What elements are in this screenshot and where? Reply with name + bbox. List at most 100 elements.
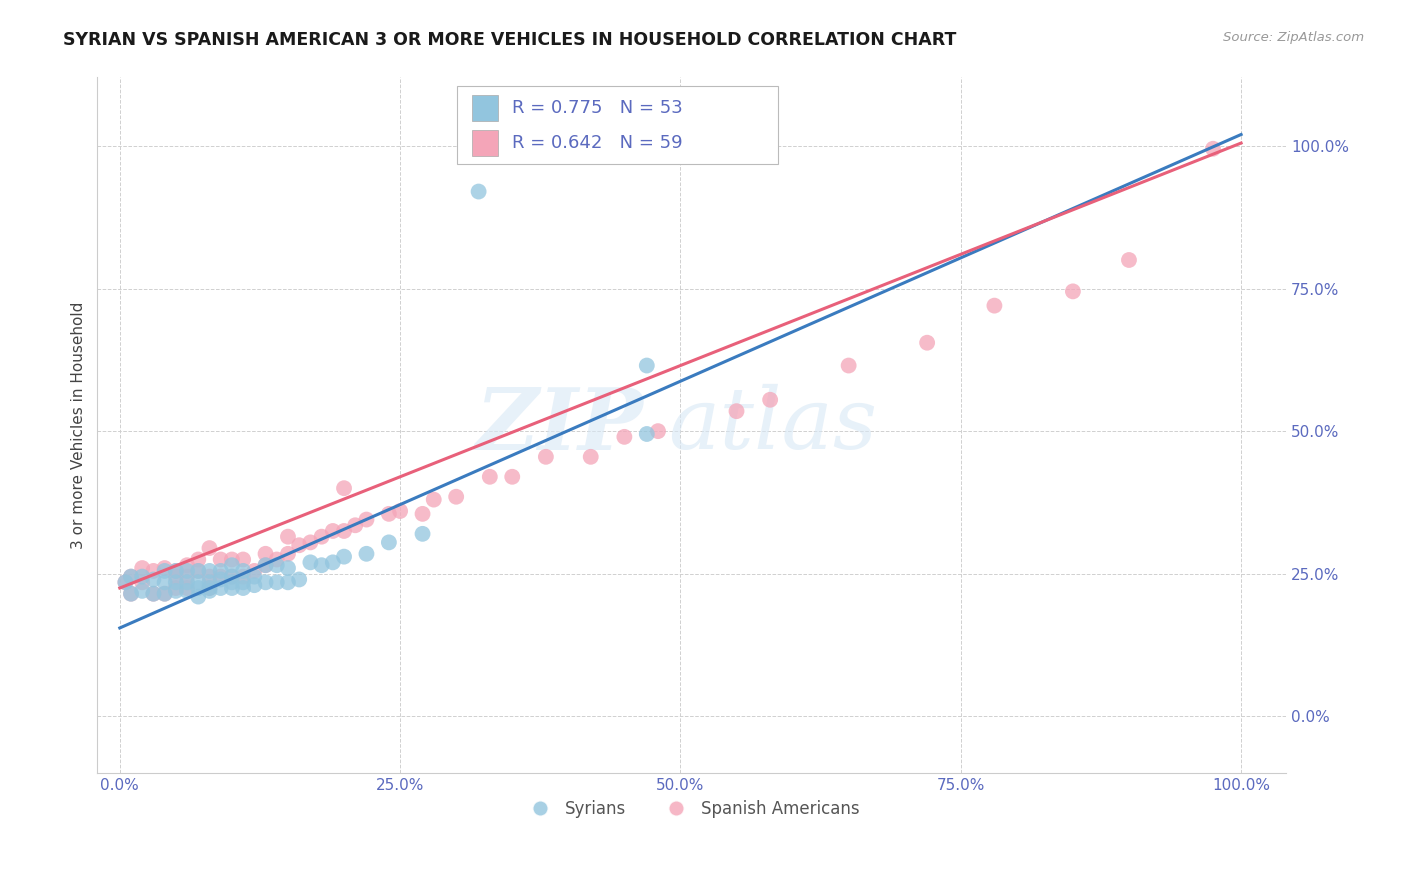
Point: [288, 573, 311, 587]
Point: [114, 575, 136, 590]
Point: [221, 569, 243, 583]
Point: [983, 299, 1005, 313]
Point: [153, 575, 176, 590]
Point: [221, 581, 243, 595]
Point: [221, 575, 243, 590]
Point: [142, 587, 165, 601]
Point: [1062, 285, 1084, 299]
Point: [221, 569, 243, 583]
Point: [176, 581, 198, 595]
Point: [378, 535, 401, 549]
Point: [232, 569, 254, 583]
Point: [176, 575, 198, 590]
Point: [254, 575, 277, 590]
Point: [647, 424, 669, 438]
Point: [333, 481, 356, 495]
Point: [165, 564, 187, 578]
Point: [613, 430, 636, 444]
Point: [838, 359, 860, 373]
Point: [187, 575, 209, 590]
Point: [232, 552, 254, 566]
Point: [153, 587, 176, 601]
Point: [209, 552, 232, 566]
Legend: Syrians, Spanish Americans: Syrians, Spanish Americans: [517, 793, 866, 824]
Point: [333, 524, 356, 538]
Point: [198, 575, 221, 590]
Point: [277, 547, 299, 561]
Point: [131, 561, 153, 575]
Text: R = 0.775   N = 53: R = 0.775 N = 53: [512, 99, 683, 117]
Point: [243, 578, 266, 592]
Point: [277, 575, 299, 590]
Point: [153, 587, 176, 601]
Point: [153, 564, 176, 578]
Point: [311, 530, 333, 544]
Point: [277, 530, 299, 544]
Point: [322, 524, 344, 538]
Point: [266, 558, 288, 573]
Point: [176, 564, 198, 578]
Point: [209, 573, 232, 587]
Point: [198, 541, 221, 555]
Point: [254, 558, 277, 573]
Point: [467, 185, 489, 199]
Point: [131, 569, 153, 583]
Point: [299, 535, 322, 549]
Point: [209, 581, 232, 595]
Point: [356, 512, 378, 526]
Point: [198, 583, 221, 598]
Point: [1118, 252, 1140, 267]
Point: [322, 555, 344, 569]
Point: [534, 450, 557, 464]
Point: [176, 583, 198, 598]
Text: ZIP: ZIP: [477, 384, 644, 467]
Point: [187, 581, 209, 595]
Point: [187, 552, 209, 566]
Point: [176, 569, 198, 583]
Point: [131, 583, 153, 598]
Point: [120, 569, 142, 583]
Point: [579, 450, 602, 464]
Point: [232, 564, 254, 578]
Point: [254, 547, 277, 561]
Point: [501, 470, 523, 484]
FancyBboxPatch shape: [472, 95, 498, 121]
Point: [221, 558, 243, 573]
Point: [232, 581, 254, 595]
Point: [120, 587, 142, 601]
Point: [232, 575, 254, 590]
Point: [725, 404, 748, 418]
Point: [198, 581, 221, 595]
Point: [389, 504, 412, 518]
Point: [165, 575, 187, 590]
Y-axis label: 3 or more Vehicles in Household: 3 or more Vehicles in Household: [72, 301, 86, 549]
Point: [120, 587, 142, 601]
Point: [153, 561, 176, 575]
Point: [412, 526, 434, 541]
Point: [422, 492, 444, 507]
Point: [209, 564, 232, 578]
Point: [198, 569, 221, 583]
Point: [243, 564, 266, 578]
Point: [114, 575, 136, 590]
Point: [915, 335, 938, 350]
Point: [288, 538, 311, 552]
Point: [636, 427, 658, 442]
Point: [142, 564, 165, 578]
Text: atlas: atlas: [668, 384, 877, 467]
FancyBboxPatch shape: [457, 87, 779, 164]
Point: [636, 359, 658, 373]
Point: [165, 569, 187, 583]
Point: [444, 490, 467, 504]
Point: [1202, 142, 1225, 156]
Point: [165, 581, 187, 595]
Point: [198, 564, 221, 578]
Point: [356, 547, 378, 561]
Point: [176, 558, 198, 573]
Point: [209, 569, 232, 583]
Point: [165, 564, 187, 578]
Point: [266, 575, 288, 590]
Point: [266, 552, 288, 566]
Point: [243, 569, 266, 583]
Point: [759, 392, 782, 407]
